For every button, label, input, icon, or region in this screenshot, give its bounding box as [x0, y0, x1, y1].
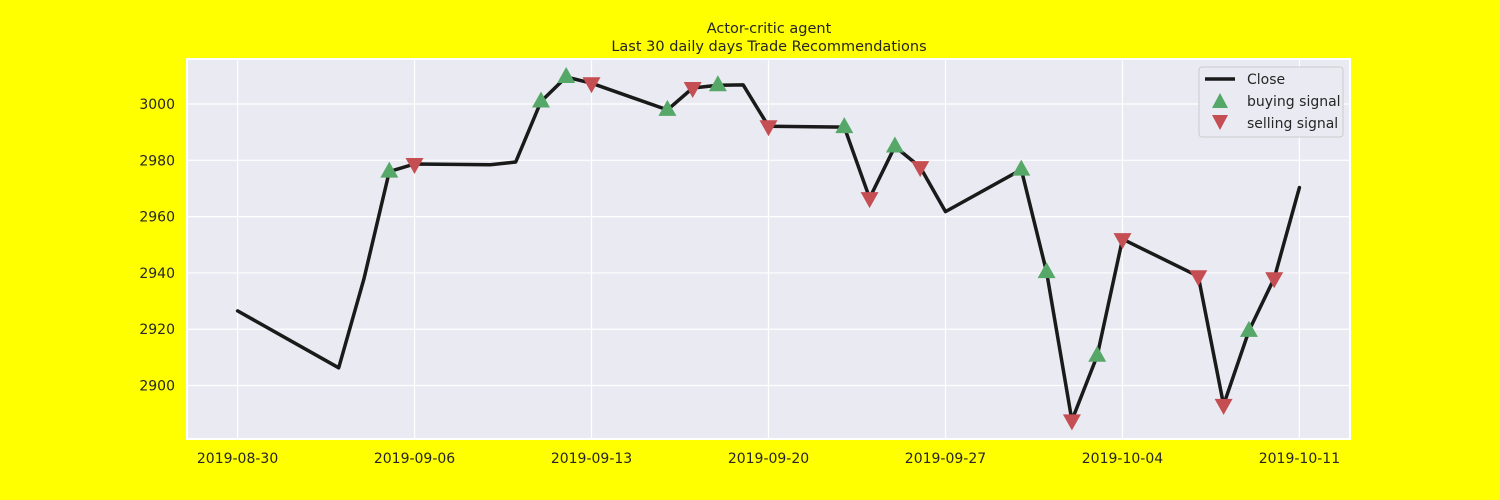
sell-signal-marker [683, 82, 702, 98]
chart-title: Actor-critic agent [707, 21, 832, 37]
close-price-line [235, 75, 1302, 423]
buy-signal-marker [885, 136, 904, 153]
y-tick-label: 2980 [139, 153, 175, 169]
legend-buying-marker [1212, 93, 1228, 108]
sell-signal-marker [1113, 233, 1132, 250]
legend-selling-label: selling signal [1247, 116, 1338, 132]
buy-signal-marker [835, 117, 854, 134]
y-tick-label: 2940 [139, 266, 175, 282]
legend-close-label: Close [1247, 72, 1285, 88]
x-tick-label: 2019-09-06 [374, 451, 455, 467]
buy-signal-marker [532, 91, 550, 108]
buy-signal-marker [708, 75, 727, 92]
chart-subtitle: Last 30 daily days Trade Recommendations [611, 39, 926, 55]
grid-y [187, 103, 1350, 387]
x-tick-label: 2019-10-11 [1259, 451, 1340, 467]
sell-signal-marker [582, 77, 601, 94]
legend: Close buying signal selling signal [1198, 66, 1344, 138]
sell-signal-marker [1189, 270, 1208, 287]
sell-signal-marker [1265, 272, 1284, 289]
buy-signal-marker [1239, 320, 1258, 337]
legend-buying-label: buying signal [1247, 94, 1341, 110]
legend-box [1198, 66, 1344, 138]
buy-signal-marker [1012, 159, 1031, 176]
marker-layer [380, 67, 1284, 431]
sell-signal-marker [911, 161, 930, 178]
buy-signal-marker [557, 67, 576, 83]
legend-selling-marker [1212, 115, 1228, 130]
sell-signal-marker [1214, 398, 1233, 415]
sell-signal-marker [860, 192, 879, 209]
sell-signal-marker [405, 158, 424, 174]
sell-signal-marker [1062, 414, 1081, 431]
buy-signal-marker [1037, 262, 1056, 279]
buy-signal-marker [1088, 345, 1107, 362]
x-tick-label: 2019-08-30 [197, 451, 278, 467]
sell-signal-marker [759, 120, 778, 137]
y-tick-label: 2920 [139, 322, 175, 338]
y-tick-label: 2900 [139, 379, 175, 395]
x-tick-labels: 2019-08-30 2019-09-06 2019-09-13 2019-09-20… [197, 451, 1340, 467]
y-tick-labels: 2900 2920 2940 2960 2980 3000 [139, 97, 175, 394]
x-tick-label: 2019-09-20 [728, 451, 809, 467]
buy-signal-marker [658, 99, 677, 116]
y-tick-label: 2960 [139, 210, 175, 226]
x-tick-label: 2019-10-04 [1082, 451, 1163, 467]
x-tick-label: 2019-09-13 [551, 451, 632, 467]
series-layer [235, 75, 1302, 423]
buy-signal-marker [380, 161, 399, 178]
x-tick-label: 2019-09-27 [905, 451, 986, 467]
y-tick-label: 3000 [139, 97, 175, 113]
